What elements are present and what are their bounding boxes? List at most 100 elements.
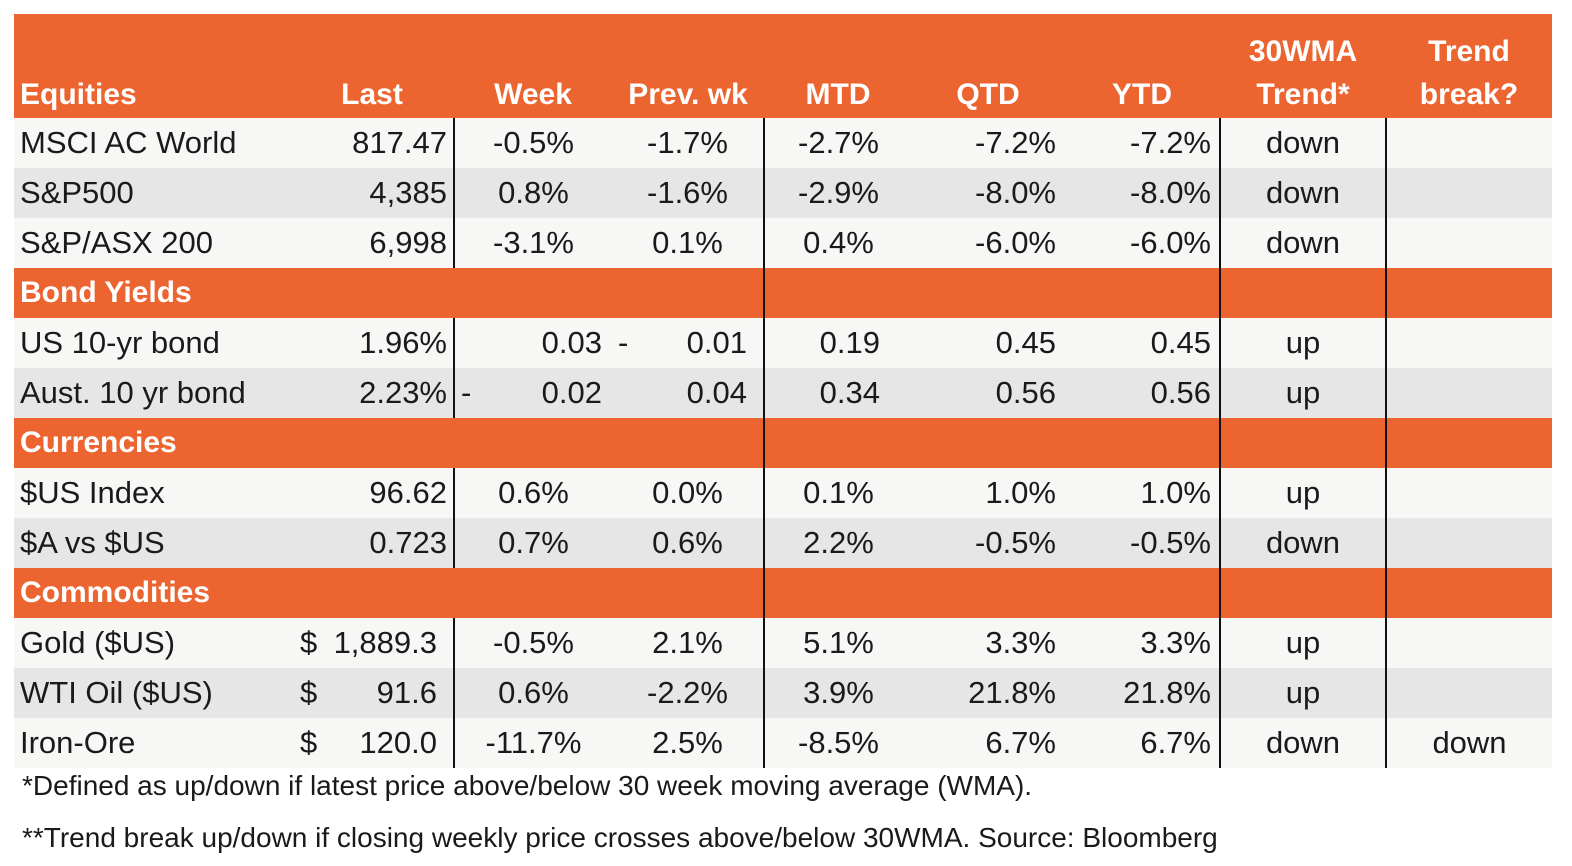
row-mtd: 0.34 (763, 368, 912, 418)
data-table: Equities Last Week Prev. wk MTD QTD YTD … (14, 14, 1552, 768)
row-name: WTI Oil ($US) (14, 668, 290, 718)
header-equities: Equities (14, 14, 290, 118)
header-trend-break: Trend break? (1386, 14, 1552, 118)
section-spacer (1219, 418, 1386, 468)
row-name: S&P/ASX 200 (14, 218, 290, 268)
row-week: -0.5% (453, 618, 612, 668)
row-mtd: 0.4% (763, 218, 912, 268)
row-prev: 0.6% (612, 518, 764, 568)
row-name: Gold ($US) (14, 618, 290, 668)
row-break (1385, 318, 1552, 368)
header-break-line2: break? (1419, 78, 1519, 111)
table-row: S&P500 4,385 0.8% -1.6% -2.9% -8.0% -8.0… (14, 168, 1552, 218)
section-spacer (1385, 418, 1552, 468)
row-prev: 2.5% (612, 718, 764, 768)
row-ytd: 1.0% (1064, 468, 1220, 518)
table-row: $US Index 96.62 0.6% 0.0% 0.1% 1.0% 1.0%… (14, 468, 1552, 518)
table-row: WTI Oil ($US) $ 91.6 0.6% -2.2% 3.9% 21.… (14, 668, 1552, 718)
row-break (1385, 518, 1552, 568)
row-week-sign: - (461, 375, 472, 410)
row-last-value: 91.6 (376, 675, 437, 710)
section-spacer (763, 568, 1220, 618)
row-last-value: 1,889.3 (333, 625, 437, 660)
row-prev: -1.7% (612, 118, 764, 168)
row-trend: down (1219, 118, 1386, 168)
row-ytd: -8.0% (1064, 168, 1220, 218)
row-week: - 0.02 (453, 368, 612, 418)
row-ytd: 0.45 (1064, 318, 1220, 368)
section-spacer (1219, 568, 1386, 618)
section-title: Currencies (14, 418, 764, 468)
row-trend: up (1219, 318, 1386, 368)
row-ytd: -6.0% (1064, 218, 1220, 268)
row-break: down (1385, 718, 1552, 768)
row-last: 0.723 (290, 518, 454, 568)
row-mtd: -8.5% (763, 718, 912, 768)
row-name: MSCI AC World (14, 118, 290, 168)
row-last: 4,385 (290, 168, 454, 218)
row-prev: 0.0% (612, 468, 764, 518)
header-30wma-trend: 30WMA Trend* (1220, 14, 1386, 118)
section-spacer (1385, 268, 1552, 318)
row-currency: $ (300, 675, 318, 710)
row-last: 2.23% (290, 368, 454, 418)
row-break (1385, 368, 1552, 418)
section-row-currencies: Currencies (14, 418, 1552, 468)
table-row: Gold ($US) $ 1,889.3 -0.5% 2.1% 5.1% 3.3… (14, 618, 1552, 668)
row-week: 0.6% (453, 668, 612, 718)
table-row: Iron-Ore $ 120.0 -11.7% 2.5% -8.5% 6.7% … (14, 718, 1552, 768)
row-qtd: -8.0% (912, 168, 1064, 218)
row-break (1385, 668, 1552, 718)
row-prev: -2.2% (612, 668, 764, 718)
table-row: Aust. 10 yr bond 2.23% - 0.02 0.04 0.34 … (14, 368, 1552, 418)
row-mtd: 3.9% (763, 668, 912, 718)
section-spacer (763, 268, 1220, 318)
header-30wma-line2: Trend* (1256, 78, 1350, 111)
header-week: Week (454, 14, 612, 118)
header-prev-wk: Prev. wk (612, 14, 764, 118)
row-ytd: -0.5% (1064, 518, 1220, 568)
row-qtd: 6.7% (912, 718, 1064, 768)
row-qtd: 1.0% (912, 468, 1064, 518)
row-prev: 0.1% (612, 218, 764, 268)
row-trend: down (1219, 168, 1386, 218)
row-week: 0.03 (453, 318, 612, 368)
table-row: S&P/ASX 200 6,998 -3.1% 0.1% 0.4% -6.0% … (14, 218, 1552, 268)
row-ytd: 0.56 (1064, 368, 1220, 418)
row-mtd: 0.1% (763, 468, 912, 518)
table-row: MSCI AC World 817.47 -0.5% -1.7% -2.7% -… (14, 118, 1552, 168)
header-ytd: YTD (1064, 14, 1220, 118)
row-ytd: -7.2% (1064, 118, 1220, 168)
row-week: -0.5% (453, 118, 612, 168)
header-last: Last (290, 14, 454, 118)
row-qtd: 3.3% (912, 618, 1064, 668)
row-week: -11.7% (453, 718, 612, 768)
row-last: 96.62 (290, 468, 454, 518)
row-trend: up (1219, 668, 1386, 718)
table-row: US 10-yr bond 1.96% 0.03 - 0.01 0.19 0.4… (14, 318, 1552, 368)
footnote-trend-break: **Trend break up/down if closing weekly … (22, 822, 1218, 853)
row-trend: down (1219, 518, 1386, 568)
section-spacer (1385, 568, 1552, 618)
row-prev: - 0.01 (612, 318, 764, 368)
row-break (1385, 168, 1552, 218)
row-name: S&P500 (14, 168, 290, 218)
section-row-commodities: Commodities (14, 568, 1552, 618)
row-week: 0.8% (453, 168, 612, 218)
row-mtd: 5.1% (763, 618, 912, 668)
row-trend: up (1219, 618, 1386, 668)
row-qtd: 21.8% (912, 668, 1064, 718)
row-week: 0.7% (453, 518, 612, 568)
section-spacer (763, 418, 1220, 468)
section-title: Commodities (14, 568, 764, 618)
row-prev: 2.1% (612, 618, 764, 668)
row-mtd: -2.9% (763, 168, 912, 218)
header-30wma-line1: 30WMA (1248, 35, 1358, 68)
header-mtd: MTD (764, 14, 912, 118)
row-prev-value: 0.01 (686, 325, 747, 360)
row-break (1385, 118, 1552, 168)
row-trend: up (1219, 468, 1386, 518)
section-row-bond-yields: Bond Yields (14, 268, 1552, 318)
row-name: Aust. 10 yr bond (14, 368, 290, 418)
row-prev-sign: - (618, 325, 629, 360)
